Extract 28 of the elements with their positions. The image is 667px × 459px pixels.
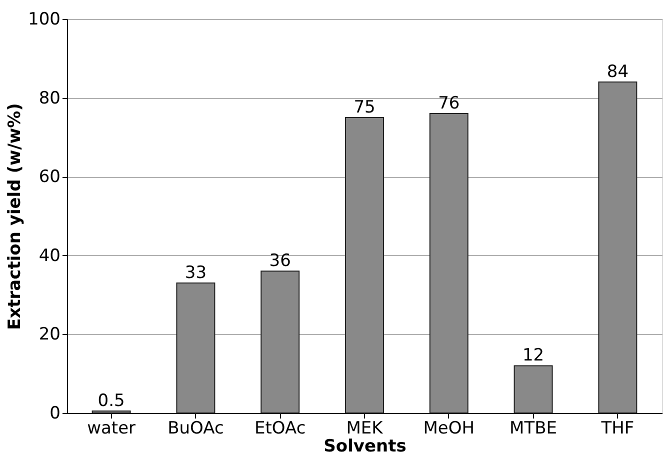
y-tick-label: 40 — [38, 246, 60, 266]
x-tick-label: MEK — [346, 418, 384, 438]
x-axis-title: Solvents — [324, 436, 406, 456]
y-tick-label: 0 — [50, 404, 60, 424]
bar — [598, 82, 638, 414]
y-tick-label: 100 — [28, 10, 60, 30]
bar — [429, 113, 468, 414]
bar — [514, 365, 553, 414]
data-label: 75 — [354, 98, 376, 118]
x-tick-label: MTBE — [510, 418, 558, 438]
x-tick-label: EtOAc — [254, 418, 306, 438]
y-tick-label: 20 — [38, 324, 60, 345]
x-tick-label: BuOAc — [168, 418, 224, 438]
data-label: 0.5 — [98, 391, 125, 412]
x-tick-label: MeOH — [423, 418, 475, 438]
y-axis-title: Extraction yield (w/w%) — [5, 103, 26, 330]
bar — [345, 117, 384, 414]
data-label: 84 — [606, 62, 629, 82]
data-label: 33 — [184, 262, 207, 283]
y-tick-label: 80 — [38, 88, 60, 108]
bar — [260, 270, 300, 414]
data-label: 36 — [269, 251, 291, 272]
data-label: 12 — [522, 346, 544, 366]
data-label: 76 — [438, 94, 460, 114]
bar — [176, 282, 216, 414]
x-tick-label: water — [87, 418, 136, 438]
x-tick-label: THF — [600, 418, 634, 438]
y-tick-label: 60 — [38, 167, 60, 188]
